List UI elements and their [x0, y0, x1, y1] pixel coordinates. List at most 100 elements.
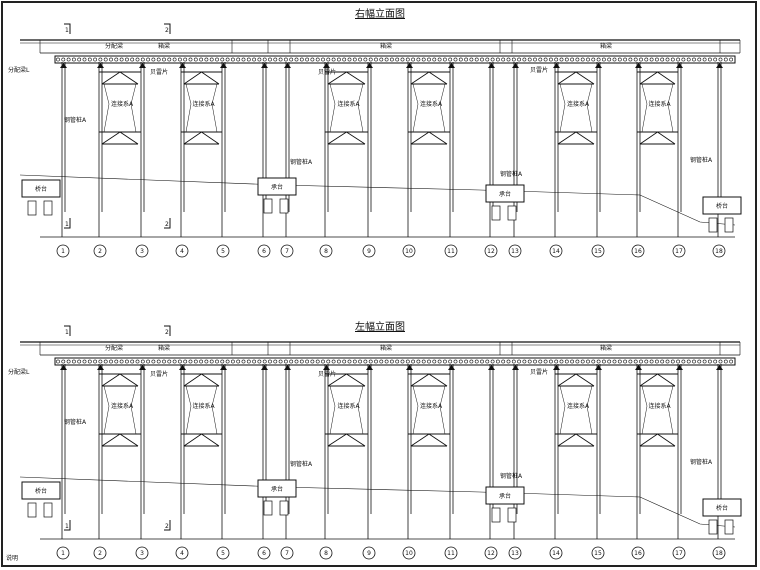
bailey-node — [114, 359, 119, 364]
support-arrow — [595, 63, 602, 68]
support-arrow — [716, 63, 723, 68]
bailey-node — [623, 57, 628, 62]
axis-number: 8 — [324, 550, 328, 557]
abutment-label: 承台 — [271, 485, 283, 493]
bailey-node — [246, 359, 251, 364]
bracing-label: 连接系A — [337, 402, 360, 410]
bailey-node — [294, 359, 299, 364]
bailey-node — [125, 57, 129, 62]
bailey-node — [87, 57, 92, 62]
section-mark — [64, 520, 71, 531]
bailey-node — [389, 359, 394, 364]
support-arrow — [553, 365, 560, 370]
pile-foot — [27, 200, 37, 216]
bailey-node — [225, 57, 230, 62]
bracing-label: 连接系A — [648, 402, 671, 410]
bracing-label: 连接系A — [420, 100, 443, 108]
bailey-node — [591, 57, 596, 62]
bailey-node — [718, 57, 723, 62]
bailey-node — [167, 57, 172, 62]
bailey-node — [384, 57, 389, 62]
section-label: 1 — [65, 27, 69, 34]
bailey-node — [167, 359, 172, 364]
axis-bubble — [484, 546, 498, 560]
axis-bubble — [280, 244, 294, 258]
axis-number: 16 — [634, 248, 642, 255]
pile-foot — [708, 519, 718, 535]
bailey-node — [442, 57, 447, 62]
bracing-side — [641, 385, 648, 435]
axis-number: 17 — [675, 550, 683, 557]
bailey-node — [708, 359, 712, 364]
bailey-node — [501, 57, 506, 62]
bailey-node — [676, 57, 681, 62]
box-girder-label: 箱梁 — [158, 42, 170, 50]
bailey-node — [252, 359, 257, 364]
support-arrow — [139, 365, 146, 370]
axis-bubble — [319, 244, 333, 258]
bailey-node — [257, 57, 262, 62]
bailey-node — [215, 57, 219, 62]
bailey-node — [633, 57, 638, 62]
bracing-side — [439, 83, 446, 133]
bracing-side — [185, 83, 192, 133]
bailey-node — [268, 359, 272, 364]
bailey-node — [114, 57, 119, 62]
bailey-node — [321, 359, 325, 364]
bailey-node — [559, 57, 564, 62]
pile-foot — [507, 205, 517, 221]
section-label: 1 — [65, 523, 69, 530]
support-arrow — [635, 63, 642, 68]
bailey-node — [188, 359, 193, 364]
bracing-label: 连接系A — [111, 100, 134, 108]
bailey-node — [580, 359, 585, 364]
pile-foot — [491, 507, 501, 523]
bailey-node — [490, 57, 495, 62]
bracing-side — [667, 385, 674, 435]
bailey-node — [289, 359, 294, 364]
bailey-node — [596, 57, 601, 62]
abutment-label: 承台 — [271, 183, 283, 191]
axis-bubble — [93, 546, 107, 560]
bracing-side — [439, 385, 446, 435]
bailey-node — [379, 57, 384, 62]
axis-number: 1 — [61, 248, 65, 255]
bailey-node — [607, 359, 612, 364]
bailey-node — [220, 359, 225, 364]
axis-number: 11 — [447, 248, 455, 255]
bailey-node — [140, 57, 145, 62]
bailey-node — [432, 359, 437, 364]
axis-number: 3 — [140, 248, 144, 255]
bailey-node — [639, 57, 643, 62]
support-label: 分配梁L — [8, 66, 30, 74]
bailey-node — [697, 57, 702, 62]
axis-number: 12 — [487, 248, 495, 255]
axis-number: 2 — [98, 248, 102, 255]
bailey-node — [655, 359, 659, 364]
bailey-node — [368, 57, 373, 62]
bailey-node — [495, 359, 500, 364]
axis-number: 2 — [98, 550, 102, 557]
bailey-node — [623, 359, 628, 364]
bailey-label: 贝雷片 — [530, 66, 548, 74]
section-label: 1 — [65, 221, 69, 228]
support-arrow — [512, 365, 519, 370]
footnote: 说明 — [6, 554, 18, 562]
bailey-node — [480, 57, 484, 62]
bailey-node — [644, 359, 649, 364]
bailey-node — [204, 57, 209, 62]
bailey-node — [554, 359, 559, 364]
bailey-node — [686, 359, 691, 364]
support-arrow — [97, 365, 104, 370]
bracing-truss — [557, 433, 595, 447]
support-arrow — [97, 63, 104, 68]
section-mark — [64, 325, 71, 336]
bailey-node — [686, 57, 691, 62]
axis-number: 18 — [715, 550, 723, 557]
bailey-node — [215, 359, 219, 364]
bracing-label: 连接系A — [567, 100, 590, 108]
bailey-node — [442, 359, 447, 364]
bailey-node — [347, 57, 352, 62]
